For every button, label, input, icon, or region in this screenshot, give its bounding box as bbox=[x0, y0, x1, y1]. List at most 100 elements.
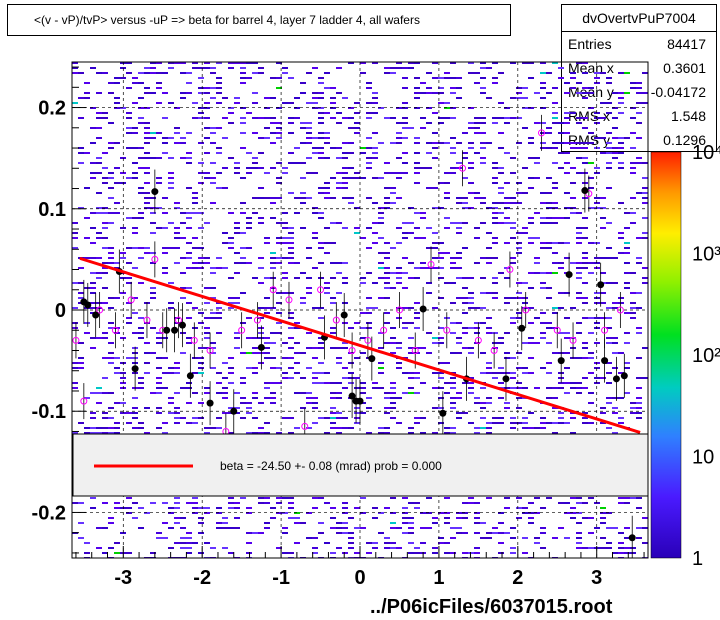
heatmap-cell bbox=[138, 327, 144, 329]
heatmap-cell bbox=[78, 267, 84, 269]
heatmap-cell bbox=[180, 517, 186, 519]
heatmap-cell bbox=[612, 92, 618, 94]
heatmap-cell bbox=[78, 357, 84, 359]
heatmap-cell bbox=[390, 272, 396, 274]
profile-filled-point bbox=[257, 343, 265, 351]
heatmap-cell bbox=[360, 177, 366, 179]
heatmap-cell bbox=[372, 387, 378, 389]
stats-value: 0.3601 bbox=[663, 60, 706, 76]
heatmap-cell bbox=[366, 227, 372, 229]
heatmap-cell bbox=[378, 347, 384, 349]
heatmap-cell bbox=[402, 257, 408, 259]
heatmap-cell bbox=[618, 202, 624, 204]
heatmap-cell bbox=[582, 387, 588, 389]
heatmap-cell bbox=[150, 352, 156, 354]
heatmap-cell bbox=[108, 342, 114, 344]
heatmap-cell bbox=[522, 537, 528, 539]
heatmap-cell bbox=[282, 67, 288, 69]
heatmap-cell bbox=[414, 87, 420, 89]
heatmap-cell bbox=[198, 367, 204, 369]
heatmap-cell bbox=[156, 102, 162, 104]
heatmap-cell bbox=[480, 307, 486, 309]
heatmap-cell bbox=[570, 112, 576, 114]
heatmap-cell bbox=[396, 267, 402, 269]
heatmap-cell bbox=[168, 302, 174, 304]
heatmap-cell bbox=[492, 167, 498, 169]
heatmap-cell bbox=[336, 427, 342, 429]
heatmap-cell bbox=[396, 272, 402, 274]
profile-filled-point bbox=[230, 407, 238, 415]
heatmap-cell bbox=[486, 362, 492, 364]
heatmap-cell bbox=[408, 502, 414, 504]
heatmap-cell bbox=[606, 327, 612, 329]
heatmap-cell bbox=[90, 302, 96, 304]
heatmap-cell bbox=[264, 312, 270, 314]
heatmap-cell bbox=[498, 382, 504, 384]
heatmap-cell bbox=[294, 277, 300, 279]
heatmap-cell bbox=[582, 342, 588, 344]
heatmap-cell bbox=[324, 542, 330, 544]
heatmap-cell bbox=[576, 292, 582, 294]
heatmap-cell bbox=[126, 262, 132, 264]
heatmap-cell bbox=[480, 142, 486, 144]
heatmap-cell bbox=[636, 397, 642, 399]
heatmap-cell bbox=[288, 192, 294, 194]
heatmap-cell bbox=[132, 217, 138, 219]
heatmap-cell bbox=[192, 212, 198, 214]
heatmap-cell bbox=[534, 262, 540, 264]
heatmap-cell bbox=[540, 312, 546, 314]
heatmap-cell bbox=[282, 237, 288, 239]
color-scale-bar bbox=[650, 151, 682, 559]
heatmap-cell bbox=[408, 222, 414, 224]
heatmap-cell bbox=[366, 297, 372, 299]
heatmap-cell bbox=[72, 432, 78, 434]
heatmap-cell bbox=[126, 117, 132, 119]
heatmap-cell bbox=[360, 497, 366, 499]
heatmap-cell bbox=[504, 277, 510, 279]
heatmap-cell bbox=[114, 542, 120, 544]
heatmap-cell bbox=[156, 182, 162, 184]
heatmap-cell bbox=[210, 297, 216, 299]
heatmap-cell bbox=[108, 517, 114, 519]
heatmap-cell bbox=[276, 62, 282, 64]
heatmap-cell bbox=[492, 217, 498, 219]
heatmap-cell bbox=[162, 337, 168, 339]
heatmap-cell bbox=[240, 322, 246, 324]
heatmap-cell bbox=[348, 167, 354, 169]
profile-filled-point bbox=[502, 375, 510, 383]
heatmap-cell bbox=[546, 192, 552, 194]
heatmap-cell bbox=[414, 182, 420, 184]
heatmap-cell bbox=[192, 62, 198, 64]
heatmap-cell bbox=[468, 142, 474, 144]
heatmap-cell bbox=[132, 397, 138, 399]
heatmap-cell bbox=[306, 287, 312, 289]
heatmap-cell bbox=[216, 417, 222, 419]
heatmap-cell bbox=[612, 432, 618, 434]
heatmap-cell bbox=[492, 372, 498, 374]
y-tick-label: -0.1 bbox=[32, 401, 66, 423]
heatmap-cell bbox=[618, 97, 624, 99]
heatmap-cell bbox=[264, 242, 270, 244]
heatmap-cell bbox=[144, 72, 150, 74]
heatmap-cell bbox=[342, 502, 348, 504]
heatmap-cell bbox=[516, 317, 522, 319]
heatmap-cell bbox=[78, 502, 84, 504]
heatmap-cell bbox=[480, 67, 486, 69]
heatmap-cell bbox=[450, 552, 456, 554]
heatmap-cell bbox=[120, 372, 126, 374]
heatmap-cell bbox=[558, 412, 564, 414]
heatmap-cell bbox=[342, 227, 348, 229]
heatmap-cell bbox=[480, 147, 486, 149]
heatmap-cell bbox=[270, 367, 276, 369]
heatmap-cell bbox=[306, 127, 312, 129]
heatmap-cell bbox=[270, 97, 276, 99]
heatmap-cell bbox=[534, 497, 540, 499]
heatmap-cell bbox=[432, 432, 438, 434]
heatmap-cell bbox=[558, 292, 564, 294]
heatmap-cell bbox=[126, 302, 132, 304]
heatmap-cell bbox=[636, 192, 642, 194]
heatmap-cell bbox=[312, 422, 318, 424]
heatmap-cell bbox=[108, 297, 114, 299]
heatmap-cell bbox=[288, 327, 294, 329]
heatmap-cell bbox=[582, 237, 588, 239]
